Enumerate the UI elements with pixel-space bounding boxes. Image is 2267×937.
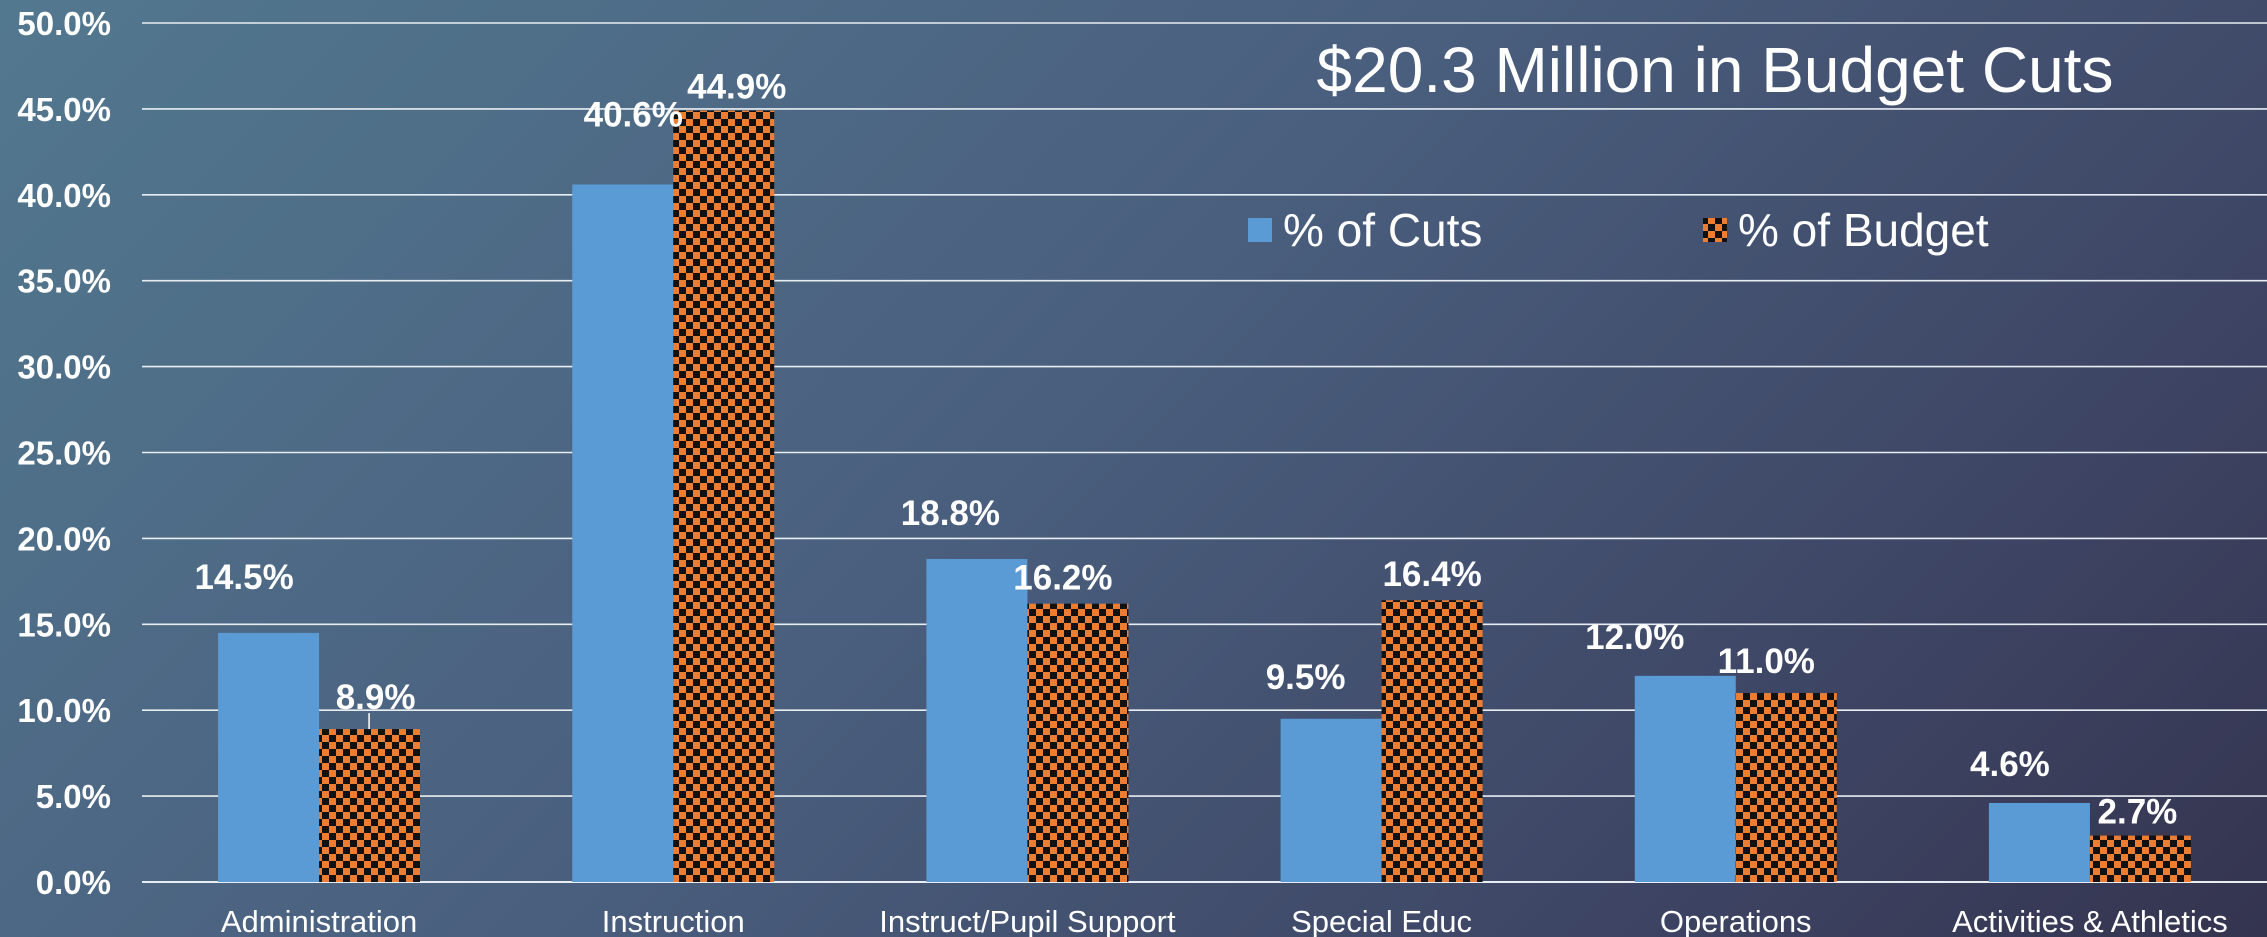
y-tick-label: 45.0%	[17, 91, 111, 128]
y-tick-label: 5.0%	[36, 778, 111, 815]
category-label: Administration	[221, 904, 417, 937]
y-tick-label: 35.0%	[17, 263, 111, 300]
data-label: 2.7%	[2098, 793, 2178, 832]
y-tick-label: 10.0%	[17, 692, 111, 729]
data-label: 44.9%	[687, 68, 786, 107]
bar-budget	[1735, 693, 1837, 882]
data-label: 9.5%	[1266, 658, 1346, 697]
category-label: Instruction	[602, 904, 745, 937]
category-label: Activities & Athletics	[1952, 904, 2228, 937]
bar-cuts	[1634, 675, 1736, 882]
y-tick-label: 20.0%	[17, 520, 111, 557]
chart-title: $20.3 Million in Budget Cuts	[1317, 34, 2114, 106]
bar-budget	[2089, 835, 2191, 882]
bar-cuts	[218, 632, 320, 882]
data-label: 40.6%	[584, 95, 683, 134]
bar-cuts	[1988, 802, 2090, 882]
y-tick-label: 15.0%	[17, 606, 111, 643]
data-label: 4.6%	[1970, 745, 2050, 784]
data-label: 16.4%	[1382, 555, 1481, 594]
bars	[218, 110, 2191, 883]
data-label: 8.9%	[336, 678, 416, 717]
legend: % of Cuts % of Budget	[1248, 204, 1989, 256]
data-label: 16.2%	[1013, 559, 1112, 598]
data-labels: 14.5% 8.9% 40.6%44.9% 18.8% 16.2% 9.5% 16.4% 12…	[194, 68, 2177, 832]
y-tick-label: 50.0%	[17, 5, 111, 42]
y-tick-label: 40.0%	[17, 177, 111, 214]
x-axis-category-labels: Administration Instruction Instruct/Pupil …	[221, 904, 2228, 937]
category-label: Operations	[1660, 904, 1812, 937]
category-label: Instruct/Pupil Support	[879, 904, 1176, 937]
bar-budget	[1381, 600, 1483, 882]
bar-cuts	[572, 184, 674, 882]
category-label: Special Educ	[1291, 904, 1472, 937]
bar-budget	[319, 729, 421, 882]
legend-swatch-budget	[1703, 218, 1727, 242]
data-label: 18.8%	[901, 494, 1000, 533]
bar-cuts	[1280, 718, 1382, 882]
bar-budget	[1027, 603, 1129, 882]
legend-swatch-cuts	[1248, 218, 1272, 242]
data-label: 14.5%	[194, 558, 293, 597]
data-label: 11.0%	[1718, 642, 1815, 681]
legend-label-cuts: % of Cuts	[1283, 204, 1482, 256]
y-tick-label: 0.0%	[36, 864, 111, 901]
y-tick-label: 25.0%	[17, 435, 111, 472]
y-tick-label: 30.0%	[17, 349, 111, 386]
bar-cuts	[926, 559, 1028, 882]
data-label: 12.0%	[1585, 618, 1684, 657]
bar-budget	[673, 110, 775, 883]
y-axis-tick-labels: 0.0% 5.0% 10.0% 15.0% 20.0% 25.0% 30.0% 35.0% 40…	[17, 5, 111, 901]
legend-label-budget: % of Budget	[1738, 204, 1989, 256]
gridlines	[142, 22, 2267, 883]
